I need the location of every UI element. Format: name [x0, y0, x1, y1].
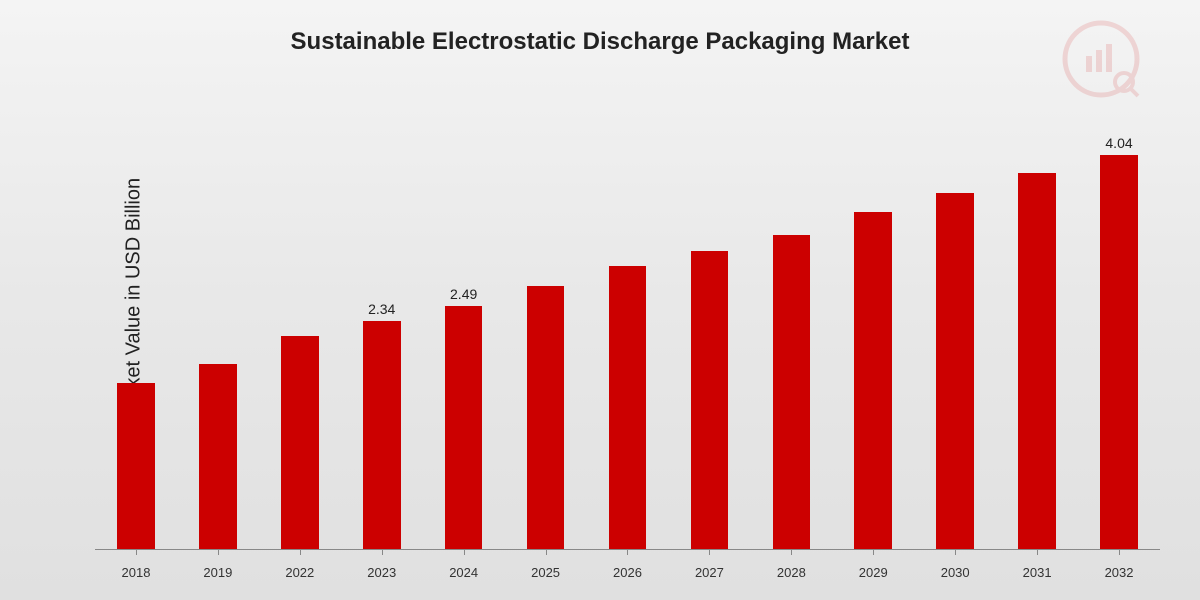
x-axis-labels: 2018201920222023202420252026202720282029…: [95, 565, 1160, 580]
bar: [281, 336, 319, 549]
bar: [936, 193, 974, 549]
x-axis-tick-label: 2029: [832, 565, 914, 580]
x-tick: [1037, 549, 1038, 555]
bar: [691, 251, 729, 549]
x-axis-tick-label: 2031: [996, 565, 1078, 580]
x-tick: [955, 549, 956, 555]
watermark-logo: [1062, 20, 1140, 103]
bar-group: [914, 110, 996, 549]
bar-group: [177, 110, 259, 549]
bar-group: [996, 110, 1078, 549]
x-axis-tick-label: 2032: [1078, 565, 1160, 580]
x-tick: [464, 549, 465, 555]
x-axis-tick-label: 2027: [668, 565, 750, 580]
bar: [527, 286, 565, 549]
bar-value-label: 2.34: [368, 301, 395, 317]
bar: [117, 383, 155, 549]
x-axis-tick-label: 2022: [259, 565, 341, 580]
bar: [363, 321, 401, 549]
chart-area: 2.34 2.49 4.04: [95, 110, 1160, 550]
chart-title: Sustainable Electrostatic Discharge Pack…: [0, 0, 1200, 56]
x-tick: [136, 549, 137, 555]
x-tick: [627, 549, 628, 555]
bar-group: [259, 110, 341, 549]
bar: [445, 306, 483, 549]
bar-value-label: 4.04: [1105, 135, 1132, 151]
x-axis-tick-label: 2023: [341, 565, 423, 580]
x-axis-tick-label: 2030: [914, 565, 996, 580]
x-tick: [709, 549, 710, 555]
bar: [854, 212, 892, 549]
bar-group: [587, 110, 669, 549]
x-axis-tick-label: 2028: [750, 565, 832, 580]
x-axis-tick-label: 2019: [177, 565, 259, 580]
x-tick: [546, 549, 547, 555]
x-tick: [218, 549, 219, 555]
bar-group: [505, 110, 587, 549]
x-axis-tick-label: 2024: [423, 565, 505, 580]
bar-group: 2.34: [341, 110, 423, 549]
bar-group: [95, 110, 177, 549]
x-axis-tick-label: 2018: [95, 565, 177, 580]
bar: [773, 235, 811, 549]
x-tick: [300, 549, 301, 555]
bar-value-label: 2.49: [450, 286, 477, 302]
bar-group: 2.49: [423, 110, 505, 549]
x-tick: [382, 549, 383, 555]
bar-group: 4.04: [1078, 110, 1160, 549]
bar-group: [832, 110, 914, 549]
bar-group: [750, 110, 832, 549]
x-tick: [1119, 549, 1120, 555]
x-tick: [873, 549, 874, 555]
bar-group: [668, 110, 750, 549]
x-axis-tick-label: 2025: [505, 565, 587, 580]
x-tick: [791, 549, 792, 555]
bar: [199, 364, 237, 549]
bar: [1100, 155, 1138, 549]
bar: [1018, 173, 1056, 549]
bar: [609, 266, 647, 549]
x-axis-tick-label: 2026: [587, 565, 669, 580]
